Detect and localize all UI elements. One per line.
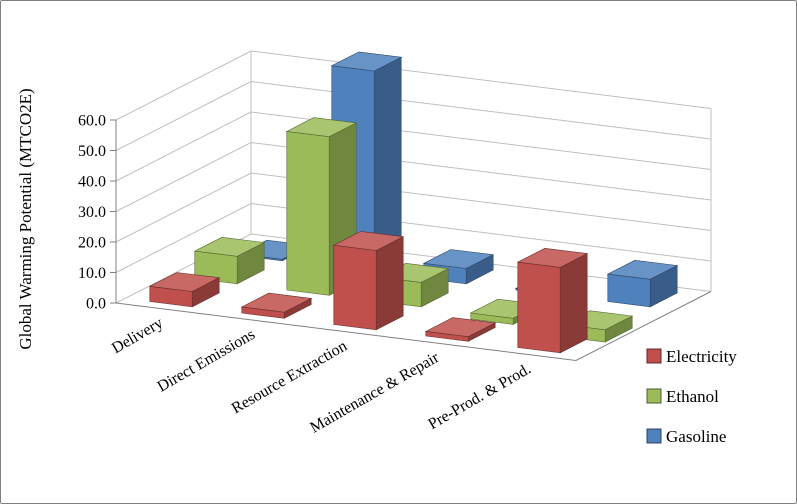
chart-walls-gridlines (115, 50, 712, 362)
y-tick-label: 0.0 (86, 296, 106, 313)
y-tick-label: 60.0 (78, 113, 106, 130)
y-tick-label: 50.0 (78, 143, 106, 160)
bar-electricity-maintenance-repair (424, 317, 497, 342)
legend-swatch-electricity (646, 348, 662, 364)
bar-electricity-delivery (148, 272, 221, 308)
y-axis-title: Global Warming Potential (MTCO2E) (16, 88, 35, 349)
bar-electricity-resource-extraction (332, 231, 405, 331)
legend-swatch-ethanol (646, 388, 662, 404)
x-category-label: Resource Extraction (229, 338, 350, 418)
legend-label-electricity: Electricity (666, 347, 737, 366)
y-tick-label: 20.0 (78, 235, 106, 252)
chart-bars (148, 51, 679, 354)
bar-ethanol-delivery (193, 236, 266, 285)
bar-electricity-pre-prod-prod (516, 247, 589, 354)
x-category-label: Direct Emissions (154, 326, 258, 396)
legend-swatch-gasoline (646, 428, 662, 444)
bar-electricity-direct-emissions (240, 292, 313, 319)
y-tick-label: 10.0 (78, 265, 106, 282)
x-category-label: Delivery (109, 315, 166, 358)
bar-gasoline-pre-prod-prod (606, 259, 679, 308)
legend-label-gasoline: Gasoline (666, 427, 726, 446)
legend-label-ethanol: Ethanol (666, 387, 719, 406)
legend: Electricity Ethanol Gasoline (646, 347, 737, 446)
y-tick-label: 40.0 (78, 174, 106, 191)
y-tick-label: 30.0 (78, 204, 106, 221)
x-category-label: Pre-Prod. & Prod. (425, 361, 534, 434)
